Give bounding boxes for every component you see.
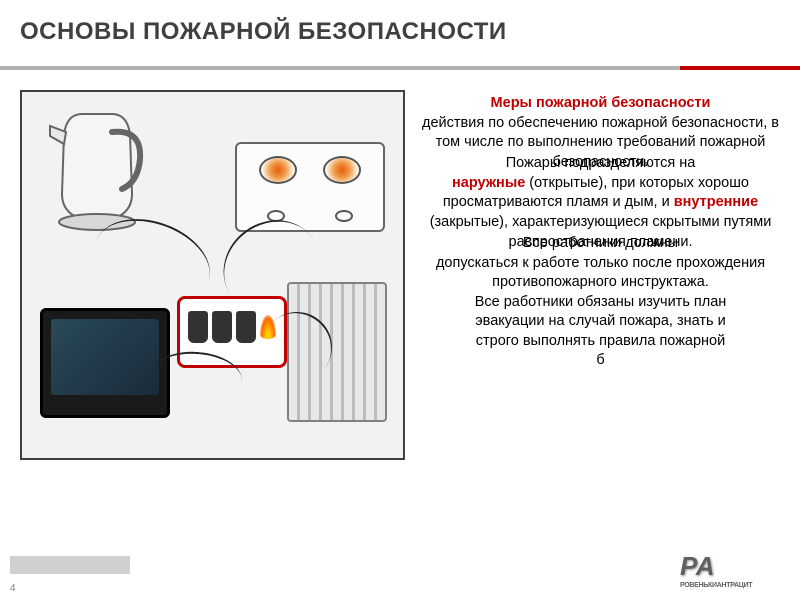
page-title: ОСНОВЫ ПОЖАРНОЙ БЕЗОПАСНОСТИ bbox=[20, 18, 780, 46]
para-evac-2: эвакуации на случай пожара, знать и bbox=[421, 312, 780, 332]
overlay-fire-types: Пожары подразделяются на bbox=[506, 155, 696, 171]
illustration-overloaded-socket bbox=[20, 90, 405, 460]
para-cut: б bbox=[421, 351, 780, 371]
text-content: Меры пожарной безопасности действия по о… bbox=[421, 90, 780, 460]
header-bar: ОСНОВЫ ПОЖАРНОЙ БЕЗОПАСНОСТИ bbox=[0, 0, 800, 70]
logo-brand-text: РОВЕНЬКИАНТРАЦИТ bbox=[680, 582, 752, 589]
electric-stove-icon bbox=[235, 142, 385, 232]
para-rules: строго выполнять правила пожарной bbox=[421, 332, 780, 352]
para-evac-1: Все работники обязаны изучить план bbox=[421, 293, 780, 313]
page-number: 4 bbox=[10, 583, 16, 594]
para-admission: допускаться к работе только после прохож… bbox=[421, 254, 780, 293]
footer-grey-block bbox=[10, 556, 130, 574]
overlay-workers: Все работники должны bbox=[523, 235, 678, 251]
subheading-measures: Меры пожарной безопасности bbox=[421, 94, 780, 114]
kettle-icon bbox=[42, 104, 152, 234]
tv-icon bbox=[40, 308, 170, 418]
content-row: Меры пожарной безопасности действия по о… bbox=[0, 70, 800, 460]
logo-rovenkiantratsit: РА РОВЕНЬКИАНТРАЦИТ bbox=[680, 548, 790, 592]
logo-mark: РА bbox=[680, 551, 752, 582]
